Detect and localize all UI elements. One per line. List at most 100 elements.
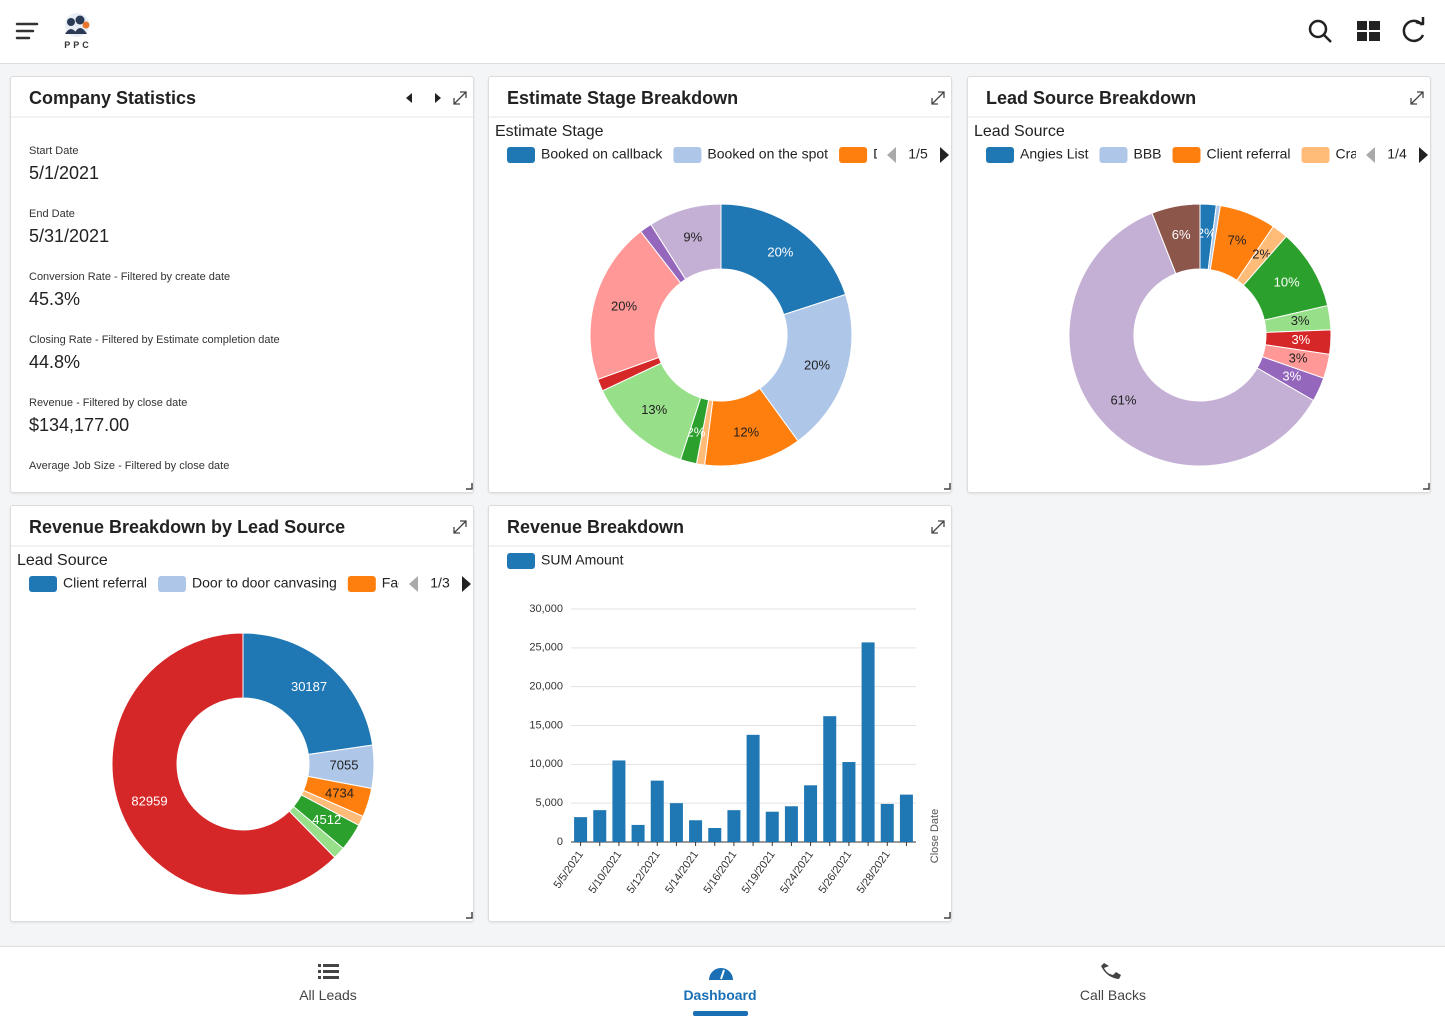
menu-button[interactable] xyxy=(15,22,39,40)
legend-prev[interactable] xyxy=(887,147,896,163)
chart-card: Lead Source Breakdown Lead Source Angies L… xyxy=(967,76,1432,493)
legend-swatch xyxy=(1099,147,1128,163)
bottom-nav: All Leads Dashboard Call Backs xyxy=(0,946,1445,1016)
legend-label: Fac xyxy=(382,575,405,591)
resize-handle[interactable] xyxy=(944,483,951,490)
x-tick-label: 5/14/2021 xyxy=(663,849,701,896)
x-tick-label: 5/10/2021 xyxy=(586,849,624,896)
slice-label: 12% xyxy=(733,424,759,439)
bar xyxy=(804,785,818,842)
nav-item[interactable]: All Leads xyxy=(299,987,357,1003)
nav-item[interactable]: Call Backs xyxy=(1079,987,1147,1003)
resize-handle[interactable] xyxy=(1423,483,1430,490)
expand-button[interactable] xyxy=(453,520,467,534)
slice-label: 20% xyxy=(611,298,637,313)
expand-button[interactable] xyxy=(453,91,467,105)
legend-next[interactable] xyxy=(1419,147,1428,163)
legend: SUM Amount xyxy=(507,552,624,569)
bar xyxy=(593,810,607,842)
card-chrome: Company Statistics xyxy=(11,88,475,490)
legend-prev[interactable] xyxy=(409,576,418,592)
legend-swatch xyxy=(507,147,535,163)
pie-slice xyxy=(242,632,374,756)
legend-page: 1/5 xyxy=(908,146,928,162)
stat-label: Closing Rate - Filtered by Estimate comp… xyxy=(29,334,280,346)
x-tick-label: 5/16/2021 xyxy=(701,849,739,896)
bar xyxy=(574,817,588,842)
bar xyxy=(708,828,722,842)
pie-slice xyxy=(650,203,722,280)
stat-label: Revenue - Filtered by close date xyxy=(29,397,188,409)
bar xyxy=(842,762,856,842)
layout-button[interactable] xyxy=(1357,21,1380,41)
legend-swatch xyxy=(507,553,535,569)
legend-label: Client referral xyxy=(63,575,147,591)
resize-handle[interactable] xyxy=(466,912,473,919)
legend: Client referral Door to door canvasing Fac xyxy=(29,575,405,592)
slice-label: 20% xyxy=(767,245,793,260)
pie-slice xyxy=(589,230,682,381)
legend-swatch xyxy=(1172,147,1201,163)
bar xyxy=(765,811,779,842)
card-title: Company Statistics xyxy=(29,88,196,108)
legend-page: 1/3 xyxy=(430,575,450,591)
legend-next[interactable] xyxy=(940,147,949,163)
legend-label: Client referral xyxy=(1207,146,1291,162)
legend-prev[interactable] xyxy=(1366,147,1375,163)
chart-subtitle: Lead Source xyxy=(17,552,108,569)
legend: Angies List BBB Client referral Cra xyxy=(986,146,1356,163)
stat-value: $134,177.00 xyxy=(29,415,130,435)
slice-label: 4734 xyxy=(325,785,354,800)
x-tick-label: 5/5/2021 xyxy=(552,849,586,891)
chart: Estimate Stage Breakdown Estimate Stage Bo… xyxy=(489,88,953,490)
legend: Booked on callback Booked on the spot D xyxy=(507,146,883,163)
logo: PPC xyxy=(64,13,92,50)
slice-label: 20% xyxy=(804,358,830,373)
bar xyxy=(631,824,645,842)
refresh-button[interactable] xyxy=(1402,17,1425,43)
nav-item[interactable]: Dashboard xyxy=(683,987,757,1003)
y-tick-label: 5,000 xyxy=(535,797,563,809)
stat-label: Start Date xyxy=(29,145,79,157)
legend-next[interactable] xyxy=(462,576,471,592)
legend-label: D xyxy=(873,146,883,162)
slice-label: 6% xyxy=(1172,227,1191,242)
resize-handle[interactable] xyxy=(944,912,951,919)
slice-label: 10% xyxy=(1274,275,1300,290)
slice-label: 3% xyxy=(1289,351,1308,366)
card-title: Lead Source Breakdown xyxy=(986,88,1196,108)
resize-handle[interactable] xyxy=(466,483,473,490)
search-button[interactable] xyxy=(1308,19,1332,43)
legend-label: Booked on the spot xyxy=(707,146,828,162)
x-tick-label: 5/24/2021 xyxy=(778,849,816,896)
chart-card: Estimate Stage Breakdown Estimate Stage Bo… xyxy=(488,76,953,493)
y-tick-label: 15,000 xyxy=(529,719,563,731)
pager-arrows[interactable] xyxy=(406,93,441,103)
legend-label: SUM Amount xyxy=(541,552,624,568)
y-tick-label: 10,000 xyxy=(529,758,563,770)
expand-button[interactable] xyxy=(931,91,945,105)
stat-value: 44.8% xyxy=(29,352,81,372)
logo-text: PPC xyxy=(64,40,92,50)
header-icons: PPC xyxy=(15,13,1425,50)
active-indicator xyxy=(693,1011,748,1016)
chart: Lead Source Breakdown Lead Source Angies L… xyxy=(968,88,1432,490)
bar xyxy=(746,734,760,842)
slice-label: 4512 xyxy=(312,812,341,827)
slice-label: 9% xyxy=(683,229,702,244)
bar xyxy=(784,806,798,842)
y-tick-label: 0 xyxy=(557,836,563,848)
chart-card: Revenue Breakdown by Lead Source Lead Sou… xyxy=(10,505,475,922)
chart-card: Revenue Breakdown SUM Amount 0 5,000 10,000 1… xyxy=(488,505,953,922)
expand-button[interactable] xyxy=(931,520,945,534)
slice-label: 3% xyxy=(1282,369,1301,384)
company-statistics-card: Company Statistics Start Date 5/1/2021 End… xyxy=(10,76,475,493)
chart-subtitle: Estimate Stage xyxy=(495,123,604,140)
y-tick-label: 30,000 xyxy=(529,603,563,615)
x-tick-label: 5/19/2021 xyxy=(740,849,778,896)
list-icon xyxy=(318,964,339,979)
expand-button[interactable] xyxy=(1410,91,1424,105)
bar xyxy=(880,803,894,842)
legend-swatch xyxy=(29,576,57,592)
